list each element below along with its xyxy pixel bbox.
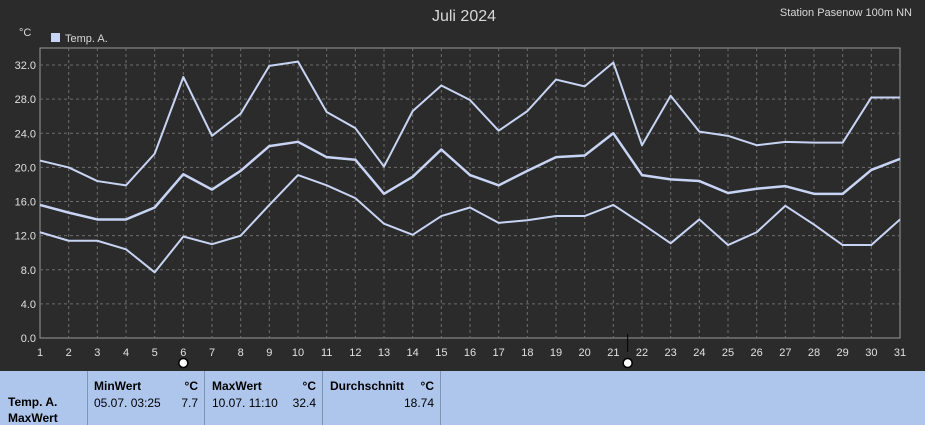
x-tick-label: 4 — [123, 347, 129, 359]
x-tick-label: 18 — [521, 347, 533, 359]
legend-label: Temp. A. — [65, 33, 108, 45]
x-tick-label: 25 — [722, 347, 734, 359]
y-tick-label: 20.0 — [15, 162, 36, 174]
stats-panel: Temp. A. MaxWert MinWert °C 05.07. 03:25… — [0, 371, 925, 425]
x-tick-label: 24 — [693, 347, 705, 359]
x-tick-label: 10 — [292, 347, 304, 359]
avg-unit: °C — [420, 379, 434, 393]
temperature-chart: Juli 2024 Station Pasenow 100m NN °C Tem… — [15, 7, 912, 369]
x-tick-label: 11 — [321, 347, 332, 359]
day-marker — [178, 357, 189, 369]
series-line-avg — [39, 132, 901, 221]
x-tick-label: 5 — [152, 347, 158, 359]
avg-header: Durchschnitt — [330, 379, 405, 393]
x-tick-label: 17 — [493, 347, 505, 359]
y-tick-label: 32.0 — [15, 60, 36, 72]
series-line-max — [39, 60, 900, 187]
x-tick-label: 9 — [266, 347, 272, 359]
x-tick-label: 31 — [894, 347, 906, 359]
stats-avg-cell: Durchschnitt °C 18.74 — [323, 371, 441, 425]
x-tick-label: 23 — [665, 347, 677, 359]
min-unit: °C — [184, 379, 198, 393]
x-tick-label: 3 — [94, 347, 100, 359]
y-tick-label: 12.0 — [15, 231, 36, 243]
x-tick-label: 30 — [865, 347, 877, 359]
x-tick-label: 26 — [751, 347, 763, 359]
x-tick-label: 29 — [837, 347, 849, 359]
x-tick-label: 6 — [180, 347, 186, 359]
min-value: 7.7 — [181, 396, 198, 410]
x-tick-label: 22 — [636, 347, 648, 359]
series-line-min — [39, 174, 901, 274]
day-marker — [622, 357, 633, 369]
x-tick-label: 15 — [435, 347, 447, 359]
max-value: 32.4 — [292, 396, 316, 410]
chart-title: Juli 2024 — [432, 8, 496, 25]
min-header: MinWert — [94, 379, 142, 393]
x-tick-label: 13 — [378, 347, 390, 359]
stats-row-label: MaxWert — [8, 411, 58, 425]
x-tick-label: 28 — [808, 347, 820, 359]
x-tick-label: 20 — [579, 347, 591, 359]
x-tick-label: 2 — [66, 347, 72, 359]
y-tick-label: 8.0 — [21, 265, 36, 277]
y-tick-label: 0.0 — [21, 333, 36, 345]
x-tick-label: 12 — [349, 347, 361, 359]
station-label: Station Pasenow 100m NN — [780, 7, 912, 19]
x-tick-label: 1 — [37, 347, 43, 359]
stats-label-cell: Temp. A. MaxWert — [0, 371, 88, 425]
y-tick-label: 28.0 — [15, 94, 36, 106]
legend-swatch — [51, 33, 60, 42]
x-tick-label: 7 — [209, 347, 215, 359]
x-tick-label: 19 — [550, 347, 562, 359]
max-unit: °C — [302, 379, 316, 393]
y-axis-unit: °C — [19, 27, 31, 39]
max-time: 10.07. 11:10 — [212, 396, 278, 410]
min-time: 05.07. 03:25 — [94, 396, 161, 410]
y-tick-label: 24.0 — [15, 128, 36, 140]
x-tick-label: 14 — [407, 347, 419, 359]
y-tick-label: 16.0 — [15, 197, 36, 209]
x-tick-label: 21 — [607, 347, 619, 359]
y-tick-label: 4.0 — [21, 299, 36, 311]
x-tick-label: 16 — [464, 347, 476, 359]
stats-min-cell: MinWert °C 05.07. 03:25 7.7 — [88, 371, 205, 425]
avg-value: 18.74 — [403, 396, 434, 410]
x-tick-label: 27 — [779, 347, 791, 359]
x-tick-label: 8 — [238, 347, 244, 359]
max-header: MaxWert — [212, 379, 262, 393]
chart-canvas: Juli 2024 Station Pasenow 100m NN °C Tem… — [15, 7, 912, 369]
stats-max-cell: MaxWert °C 10.07. 11:10 32.4 — [205, 371, 323, 425]
plot-area: 0.04.08.012.016.020.024.028.032.01 2 3 4 5 6 7… — [15, 47, 906, 369]
stats-series-name: Temp. A. — [8, 395, 58, 409]
